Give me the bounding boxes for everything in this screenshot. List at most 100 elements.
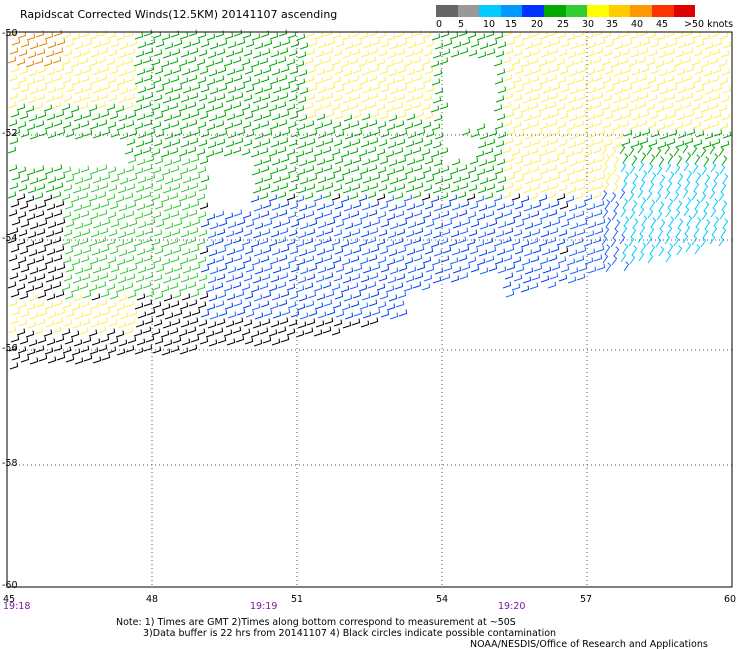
wind-barb [37,111,47,119]
wind-barb [160,150,170,158]
wind-barb [20,85,30,93]
wind-barb [43,59,53,67]
wind-barb [133,59,143,67]
wind-barb [234,92,244,100]
wind-barb [522,141,532,149]
wind-barb [524,267,534,275]
wind-barb [504,182,514,190]
wind-barb [612,51,622,59]
wind-barb [515,220,525,228]
wind-barb [389,132,399,140]
wind-barb [305,165,315,173]
wind-barb [279,92,289,100]
wind-barb [504,272,514,280]
wind-barb [261,183,271,191]
wind-barb [217,246,227,254]
wind-barb [128,219,138,227]
wind-barb [666,93,676,101]
wind-barb [71,168,81,176]
wind-barb [263,174,273,182]
wind-barb [702,228,709,239]
wind-barb [378,184,388,192]
wind-barb [461,173,471,181]
wind-barb [322,191,332,199]
wind-barb [11,263,21,271]
wind-barb [127,111,137,119]
wind-barb [602,253,609,264]
wind-barb [25,240,35,248]
wind-barb [98,74,108,82]
wind-barb [314,257,324,265]
wind-barb [604,199,611,210]
wind-barb [416,218,426,226]
wind-barb [567,51,577,59]
wind-barb [170,255,180,263]
wind-barb [612,228,619,239]
wind-barb [126,228,136,236]
wind-barb [243,49,253,57]
wind-barb [254,42,264,50]
wind-barb [296,303,306,311]
wind-barb [682,143,689,154]
wind-barb [584,122,594,130]
wind-barb [181,338,191,346]
wind-barb [154,112,164,120]
wind-barb [514,247,524,255]
wind-barb [179,32,189,40]
wind-barb [613,246,620,257]
scale-swatch [565,5,588,17]
wind-barb [511,148,521,156]
wind-barb [505,110,515,118]
wind-barb [43,104,53,112]
wind-barb [64,292,74,300]
wind-barb [350,75,360,83]
wind-barb [261,273,271,281]
wind-barb [322,236,332,244]
wind-barb [388,249,398,257]
wind-barb [629,209,636,220]
wind-barb [449,257,459,265]
wind-barb [335,220,345,228]
wind-barb [155,175,165,183]
wind-barb [558,94,568,102]
wind-barb [17,346,27,354]
wind-barb [533,84,543,92]
wind-barb [515,85,525,93]
wind-barb [270,275,280,283]
wind-barb [189,317,199,325]
wind-barb [603,226,610,237]
wind-barb [362,86,372,94]
wind-barb [650,40,660,48]
wind-barb [530,255,540,263]
wind-barb [514,202,524,210]
wind-barb [25,195,35,203]
wind-barb [398,264,408,272]
wind-barb [440,210,450,218]
wind-barb [494,32,504,40]
wind-barb [88,59,98,67]
wind-barb [74,177,84,185]
wind-barb [208,294,218,302]
wind-barb [225,275,235,283]
wind-barb [700,237,707,248]
wind-barb [218,219,228,227]
wind-barb [281,263,291,271]
wind-barb [305,210,315,218]
wind-barb [638,74,648,82]
wind-barb [596,83,606,91]
wind-barb [721,68,731,76]
wind-barb [559,247,569,255]
wind-barb [136,113,146,121]
wind-barb [368,119,378,127]
wind-barb [422,256,432,264]
wind-barb [43,329,53,337]
wind-barb [493,149,503,157]
wind-barb [115,240,125,248]
wind-barb [423,94,433,102]
wind-barb [154,157,164,165]
wind-barb [278,254,288,262]
wind-barb [271,158,281,166]
wind-barb [315,275,325,283]
wind-barb [44,347,54,355]
wind-barb [567,276,577,284]
